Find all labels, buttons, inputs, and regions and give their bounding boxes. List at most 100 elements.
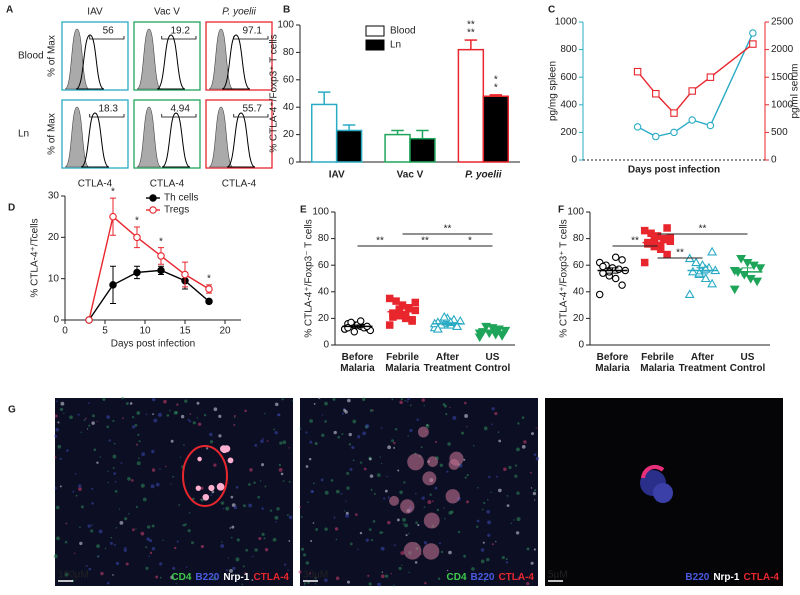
texture [305,465,309,468]
texture [534,489,537,492]
point [85,316,93,324]
texture [278,467,283,472]
gate-value: 97.1 [242,26,262,37]
texture [166,414,170,417]
point [389,313,397,321]
texture [420,446,423,449]
texture [264,485,267,488]
texture [407,435,409,437]
texture [120,461,123,464]
texture [526,547,530,551]
sem-cap [606,267,619,274]
texture [155,482,160,487]
texture [333,430,337,435]
control-histogram [136,28,162,90]
texture [260,439,264,443]
texture [176,540,179,543]
sample-histogram [75,34,105,90]
label-line: US [741,352,755,363]
texture [396,518,400,522]
texture [498,488,502,493]
texture [100,571,104,576]
point [618,281,626,289]
texture [145,546,148,549]
texture [85,564,88,567]
x-tick-label: P. yoelii [465,170,502,181]
texture [346,486,350,490]
texture [379,456,381,458]
channel-name: B220 [195,572,219,583]
texture [320,478,324,482]
annotation: * [494,75,498,86]
texture [91,502,94,505]
texture [400,397,404,401]
texture [119,520,124,525]
texture [235,557,240,562]
texture [248,483,251,486]
texture [196,401,200,405]
texture [72,490,75,493]
annotation: * [207,274,211,285]
texture [107,470,109,472]
texture [151,468,156,472]
texture [140,483,145,488]
column-title: Vac V [154,7,180,18]
point [133,268,141,277]
series-line [637,43,754,115]
texture [324,527,328,531]
y-tick-label: 40 [573,286,585,297]
texture [330,479,334,482]
texture [282,440,287,445]
texture [381,531,384,534]
texture [393,544,396,547]
texture [112,574,114,576]
texture [245,548,249,552]
texture [102,397,106,401]
texture [74,473,77,475]
panel-label: E [300,205,307,216]
texture [86,428,89,430]
x-tick-label: 0 [62,326,68,337]
texture [368,528,372,531]
texture [251,579,254,581]
texture [92,414,95,418]
point [650,242,659,251]
texture [244,409,247,413]
texture [300,547,305,551]
texture [233,424,236,426]
texture [124,546,127,549]
texture [141,452,146,457]
texture [203,413,207,417]
texture [79,526,81,529]
x-tick-label: Febrile Malaria [640,352,675,374]
texture [248,503,253,508]
texture [56,536,60,541]
texture [175,583,177,585]
x-tick-label: 15 [179,326,191,337]
point [411,306,420,315]
significance: ** [631,236,639,247]
x-axis-label: CTLA-4 [150,179,185,190]
texture [132,528,135,532]
point [595,290,604,299]
texture [380,574,385,579]
texture [88,402,90,404]
annotation: * [494,83,498,94]
texture [517,576,521,580]
texture [241,583,244,586]
texture [321,414,324,416]
texture [369,474,374,478]
annotation: * [111,187,115,198]
texture [318,397,321,400]
texture [222,508,225,510]
point [640,226,649,235]
cell [403,541,422,560]
texture [254,548,258,552]
label-line: Control [475,363,511,374]
texture [506,504,510,507]
error-cap [158,265,164,276]
texture [69,415,73,420]
texture [340,492,343,495]
texture [464,476,467,479]
